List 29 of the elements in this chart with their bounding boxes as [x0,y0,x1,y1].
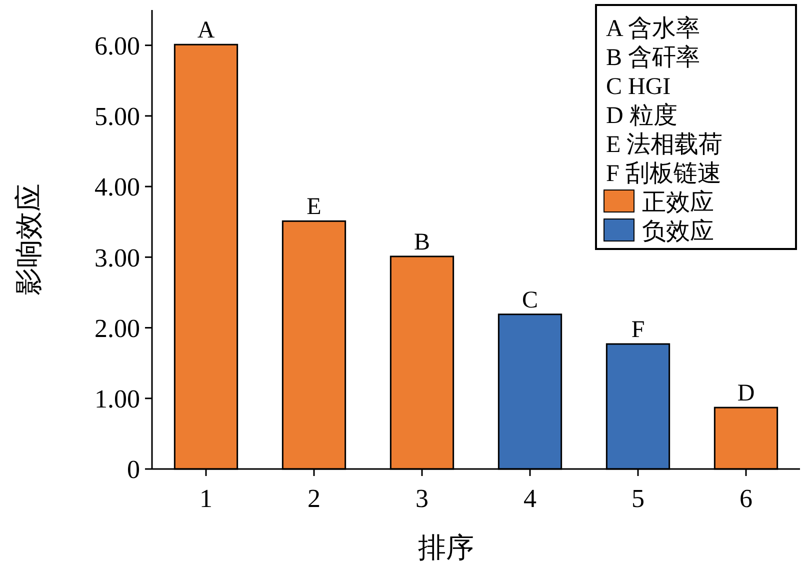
y-tick-label: 0 [127,455,140,484]
y-axis-title: 影响效应 [14,184,45,296]
data-label: D [737,380,755,407]
annotation: C HGI [606,74,671,100]
x-tick-label: 2 [308,484,320,513]
data-label: E [306,194,322,220]
annotation: F 刮板链速 [606,160,722,187]
y-tick-label: 5.00 [94,102,140,132]
y-tick-label: 3.00 [94,243,140,272]
annotation: D 粒度 [606,102,678,129]
legend-label: 负效应 [642,218,714,245]
annotation: A 含水率 [606,14,700,42]
y-tick-label: 2.00 [94,314,140,343]
x-tick-label: 1 [200,484,212,513]
x-tick-label: 6 [740,484,752,513]
x-axis-title: 排序 [418,533,474,564]
data-label: A [197,18,216,44]
legend-label: 正效应 [642,188,714,216]
annotation: E 法相载荷 [606,132,723,158]
data-label: B [414,229,430,256]
y-tick-label: 4.00 [94,172,140,202]
x-tick-label: 5 [632,484,644,513]
data-label: F [631,317,645,344]
data-label: C [522,287,538,314]
y-tick-label: 1.00 [94,384,140,414]
y-tick-label: 6.00 [94,31,140,60]
x-tick-label: 3 [416,484,428,513]
annotation: B 含矸率 [606,44,700,71]
x-tick-label: 4 [524,484,536,513]
